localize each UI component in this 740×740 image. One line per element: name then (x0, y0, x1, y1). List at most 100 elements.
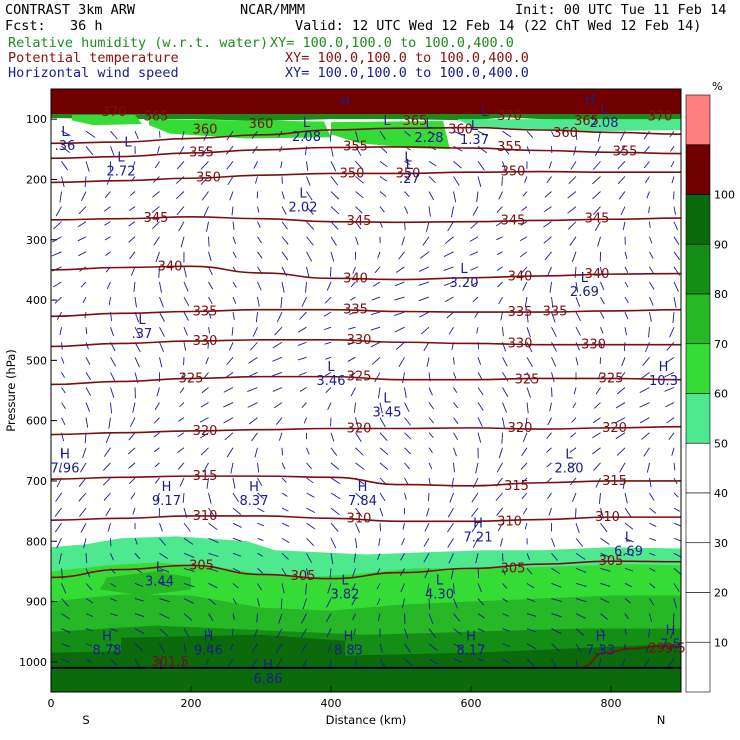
wind-vector (330, 462, 340, 470)
wind-vector (643, 658, 650, 668)
wind-vector (299, 387, 307, 392)
wind-vector (673, 462, 676, 471)
wind-vector (203, 131, 209, 142)
wind-vector (177, 462, 185, 470)
wind-vector (649, 492, 655, 501)
wind-vector (522, 507, 528, 515)
wind-vector (306, 522, 316, 530)
wind-extremum-marker: H (340, 95, 350, 110)
wind-vector (400, 583, 405, 593)
wind-vector (547, 492, 552, 500)
theta-label: 340 (585, 267, 610, 282)
wind-vector (183, 311, 189, 321)
wind-vector (281, 583, 285, 594)
wind-vector (670, 628, 675, 639)
wind-vector (428, 387, 433, 396)
wind-vector (477, 372, 483, 380)
theta-label: 320 (347, 421, 372, 436)
wind-extremum-value: 6.86 (254, 672, 283, 687)
wind-vector (159, 598, 170, 603)
wind-vector (175, 191, 185, 200)
wind-vector (247, 387, 258, 393)
wind-vector (85, 327, 88, 335)
wind-vector (105, 251, 111, 256)
theta-label: 330 (347, 333, 372, 348)
wind-vector (649, 613, 653, 622)
wind-extremum-value: 1.37 (460, 133, 489, 148)
wind-vector (477, 357, 482, 365)
wind-vector (200, 161, 209, 170)
wind-vector (501, 176, 503, 186)
wind-vector (551, 372, 555, 383)
theta-label: 305 (189, 558, 214, 573)
wind-vector (551, 326, 557, 338)
wind-vector (327, 402, 332, 411)
wind-vector (183, 567, 195, 572)
wind-vector (159, 523, 163, 532)
wind-vector (180, 236, 185, 248)
wind-vector (469, 236, 479, 242)
wind-vector (306, 176, 311, 186)
wind-vector (306, 537, 315, 547)
wind-vector (398, 357, 405, 367)
wind-vector (453, 402, 459, 409)
wind-vector (394, 296, 405, 301)
wind-vector (502, 598, 508, 603)
wind-vector (175, 176, 185, 184)
wind-extremum-marker: L (327, 360, 335, 375)
wind-vector (374, 266, 381, 273)
wind-vector (107, 523, 111, 532)
wind-vector (443, 266, 454, 271)
wind-vector (183, 552, 195, 558)
wind-vector (667, 658, 675, 668)
wind-vector (128, 221, 136, 227)
wind-vector (159, 131, 161, 138)
wind-extremum-value: 7.33 (586, 644, 615, 659)
wind-extremum-marker: L (156, 560, 164, 575)
wind-vector (257, 477, 263, 487)
theta-contour (50, 425, 682, 436)
wind-vector (330, 538, 337, 549)
wind-vector (673, 221, 678, 231)
wind-vector (299, 311, 307, 320)
wind-vector (428, 417, 435, 424)
wind-vector (257, 537, 264, 542)
wind-extremum-value: 8.37 (240, 494, 269, 509)
wind-vector (61, 658, 70, 663)
wind-vector (232, 477, 236, 489)
wind-vector (301, 613, 307, 624)
wind-vector (61, 417, 66, 426)
wind-vector (355, 658, 358, 666)
colorbar-label: 80 (714, 288, 728, 301)
wind-vector (59, 191, 62, 203)
wind-vector (496, 462, 503, 473)
wind-vector (422, 236, 430, 246)
wind-vector (129, 251, 136, 260)
wind-vector (102, 477, 111, 486)
wind-vector (575, 628, 585, 636)
wind-extremum-value: 8.17 (457, 644, 486, 659)
wind-vector (544, 191, 552, 198)
wind-vector (600, 522, 608, 533)
wind-vector (648, 327, 650, 338)
wind-vector (477, 387, 484, 396)
theta-contour (50, 216, 682, 224)
theta-label: 330 (193, 334, 218, 349)
wind-vector (665, 402, 675, 408)
wind-vector (453, 628, 462, 635)
wind-vector (306, 553, 313, 563)
wind-vector (592, 447, 601, 455)
theta-label: 315 (602, 474, 627, 489)
wind-vector (208, 552, 219, 557)
wind-vector (598, 658, 601, 667)
wind-vector (598, 492, 601, 504)
wind-vector (401, 236, 405, 246)
wind-vector (426, 583, 430, 595)
wind-vector (207, 643, 209, 652)
wind-vector (105, 432, 111, 443)
wind-vector (199, 432, 209, 439)
theta-label: 305 (291, 569, 316, 584)
wind-vector (624, 567, 634, 572)
y-tick-label: 300 (26, 234, 47, 247)
wind-vector (61, 628, 71, 633)
